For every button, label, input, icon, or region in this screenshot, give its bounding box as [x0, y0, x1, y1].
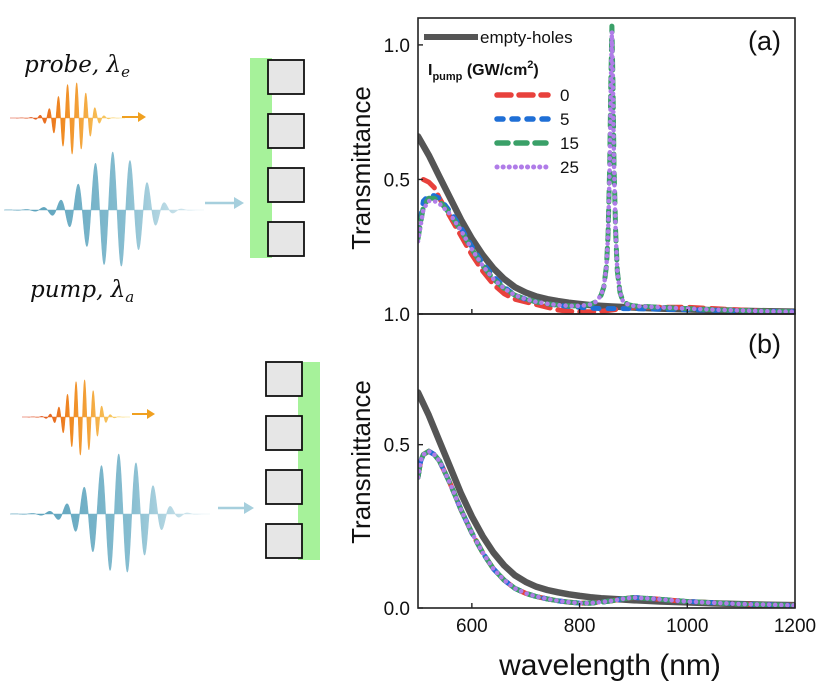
y-tick-label: 0.5	[384, 170, 410, 191]
x-tick-label: 600	[456, 616, 488, 637]
series-line-empty-holes	[418, 389, 795, 608]
x-tick-label: 1200	[774, 616, 816, 637]
legend-label-0: 0	[560, 86, 569, 105]
series-line-5	[418, 448, 795, 608]
chart-panel-a: 1.0 0.5 1.0	[384, 17, 796, 326]
y-tick-label: 0.0	[384, 599, 410, 620]
y-tick-label: 0.5	[384, 436, 410, 457]
hole-4	[267, 221, 305, 257]
green-film	[298, 362, 320, 560]
pulses-bottom	[10, 379, 210, 573]
legend-header: Ipump (GW/cm2)	[428, 59, 539, 83]
probe-pulse	[10, 82, 125, 155]
arrow-right-icon	[218, 502, 254, 514]
pump-label: pump, λa	[30, 277, 134, 306]
sample-bottom	[265, 361, 320, 560]
hole-3	[267, 167, 305, 203]
hole-1	[267, 59, 305, 95]
sample-top	[250, 58, 305, 258]
series-group	[418, 389, 795, 608]
legend: empty-holes Ipump (GW/cm2) 0 5 15 25	[424, 28, 579, 177]
probe-label: probe, λe	[24, 52, 130, 81]
y-axis-label-a: Transmittance	[346, 86, 376, 250]
hole-2	[265, 415, 303, 451]
hole-3	[265, 469, 303, 505]
pulses-top	[4, 82, 204, 267]
y-tick-label: 1.0	[384, 36, 410, 57]
panel-label-a: (a)	[748, 26, 781, 56]
schematic: probe, λe pump, λa	[4, 52, 320, 573]
chart-panel-b: 600 800 1000 1200 0.0 0.5	[384, 313, 816, 637]
plot-frame	[417, 313, 796, 609]
hole-2	[267, 113, 305, 149]
legend-label-15: 15	[560, 134, 579, 153]
legend-label-5: 5	[560, 110, 569, 129]
hole-4	[265, 523, 303, 559]
x-axis-label: wavelength (nm)	[498, 649, 721, 682]
legend-label-empty-holes: empty-holes	[480, 28, 573, 47]
pump-pulse	[10, 453, 210, 573]
x-tick-label: 800	[564, 616, 596, 637]
pump-label-subscript: a	[125, 288, 134, 306]
hole-1	[265, 361, 303, 397]
green-film	[250, 58, 272, 258]
x-tick-label: 1000	[666, 616, 708, 637]
probe-pulse	[22, 379, 130, 456]
arrow-right-icon	[122, 112, 146, 122]
series-line-25	[418, 29, 795, 314]
series-group	[418, 23, 795, 314]
pump-pulse	[4, 151, 204, 267]
y-tick-label: 1.0	[384, 305, 410, 326]
arrow-right-icon	[205, 197, 244, 209]
panel-label-b: (b)	[748, 329, 781, 359]
series-line-0	[418, 448, 795, 608]
y-axis-label-b: Transmittance	[346, 380, 376, 544]
series-line-empty-holes	[418, 133, 795, 314]
probe-label-subscript: e	[121, 63, 130, 81]
legend-label-25: 25	[560, 158, 579, 177]
series-line-15	[418, 448, 795, 608]
arrow-right-icon	[132, 409, 155, 419]
series-line-25	[418, 448, 795, 608]
